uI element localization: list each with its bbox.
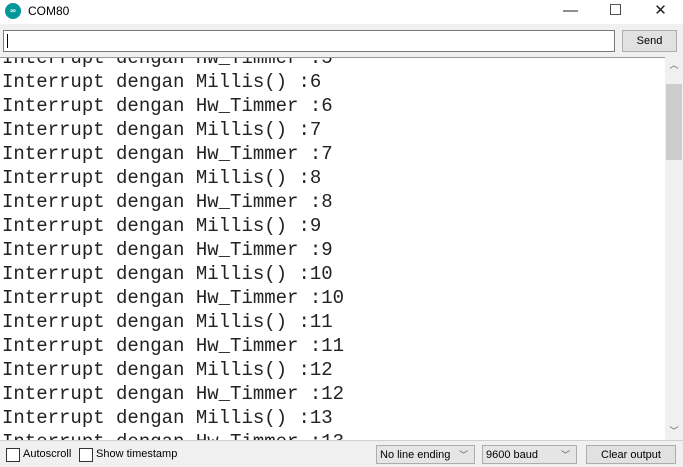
serial-output: Interrupt dengan Hw_Timmer :5 Interrupt d… (0, 57, 665, 441)
baud-value: 9600 baud (486, 449, 538, 461)
scrollbar-thumb[interactable] (666, 84, 682, 160)
output-line: Interrupt dengan Millis() :12 (2, 359, 333, 381)
output-line: Interrupt dengan Hw_Timmer :13 (2, 430, 344, 441)
output-line: Interrupt dengan Millis() :11 (2, 311, 333, 333)
timestamp-label: Show timestamp (96, 448, 178, 460)
scroll-down-icon[interactable]: ﹀ (669, 426, 679, 436)
close-button[interactable]: ✕ (654, 2, 667, 19)
line-ending-select[interactable]: No line ending ﹀ (376, 445, 475, 464)
output-line: Interrupt dengan Millis() :6 (2, 71, 322, 93)
output-line: Interrupt dengan Millis() :7 (2, 119, 322, 141)
minimize-button[interactable]: — (563, 2, 578, 19)
chevron-down-icon: ﹀ (560, 450, 570, 460)
text-caret (7, 34, 8, 48)
vertical-scrollbar[interactable]: ︿ ﹀ (665, 57, 683, 440)
output-line: Interrupt dengan Hw_Timmer :12 (2, 383, 345, 405)
output-line: Interrupt dengan Millis() :9 (2, 215, 322, 237)
chevron-down-icon: ﹀ (458, 450, 468, 460)
input-row: Send (0, 24, 683, 57)
line-ending-value: No line ending (380, 449, 451, 461)
output-line: Interrupt dengan Hw_Timmer :10 (2, 287, 345, 309)
serial-input[interactable] (3, 30, 615, 52)
window-title: COM80 (28, 4, 70, 18)
autoscroll-checkbox[interactable] (6, 448, 20, 462)
output-line: Interrupt dengan Hw_Timmer :11 (2, 335, 345, 357)
output-lines: Interrupt dengan Hw_Timmer :5 Interrupt d… (2, 57, 345, 441)
output-line: Interrupt dengan Millis() :8 (2, 167, 322, 189)
autoscroll-label: Autoscroll (23, 448, 72, 460)
output-line: Interrupt dengan Hw_Timmer :5 (2, 57, 333, 69)
arduino-logo-icon: ∞ (5, 3, 21, 19)
output-line: Interrupt dengan Millis() :10 (2, 263, 333, 285)
title-bar: ∞ COM80 — ☐ ✕ (0, 0, 683, 24)
clear-output-button[interactable]: Clear output (586, 445, 676, 464)
send-button[interactable]: Send (622, 30, 677, 52)
timestamp-checkbox[interactable] (79, 448, 93, 462)
output-line: Interrupt dengan Hw_Timmer :8 (2, 191, 333, 213)
scroll-up-icon[interactable]: ︿ (669, 60, 679, 70)
baud-select[interactable]: 9600 baud ﹀ (482, 445, 577, 464)
maximize-button[interactable]: ☐ (608, 2, 623, 19)
output-line: Interrupt dengan Hw_Timmer :6 (2, 95, 333, 117)
footer-bar: Autoscroll Show timestamp No line ending… (0, 440, 683, 467)
output-line: Interrupt dengan Millis() :13 (2, 407, 333, 429)
output-line: Interrupt dengan Hw_Timmer :9 (2, 239, 333, 261)
output-line: Interrupt dengan Hw_Timmer :7 (2, 143, 333, 165)
